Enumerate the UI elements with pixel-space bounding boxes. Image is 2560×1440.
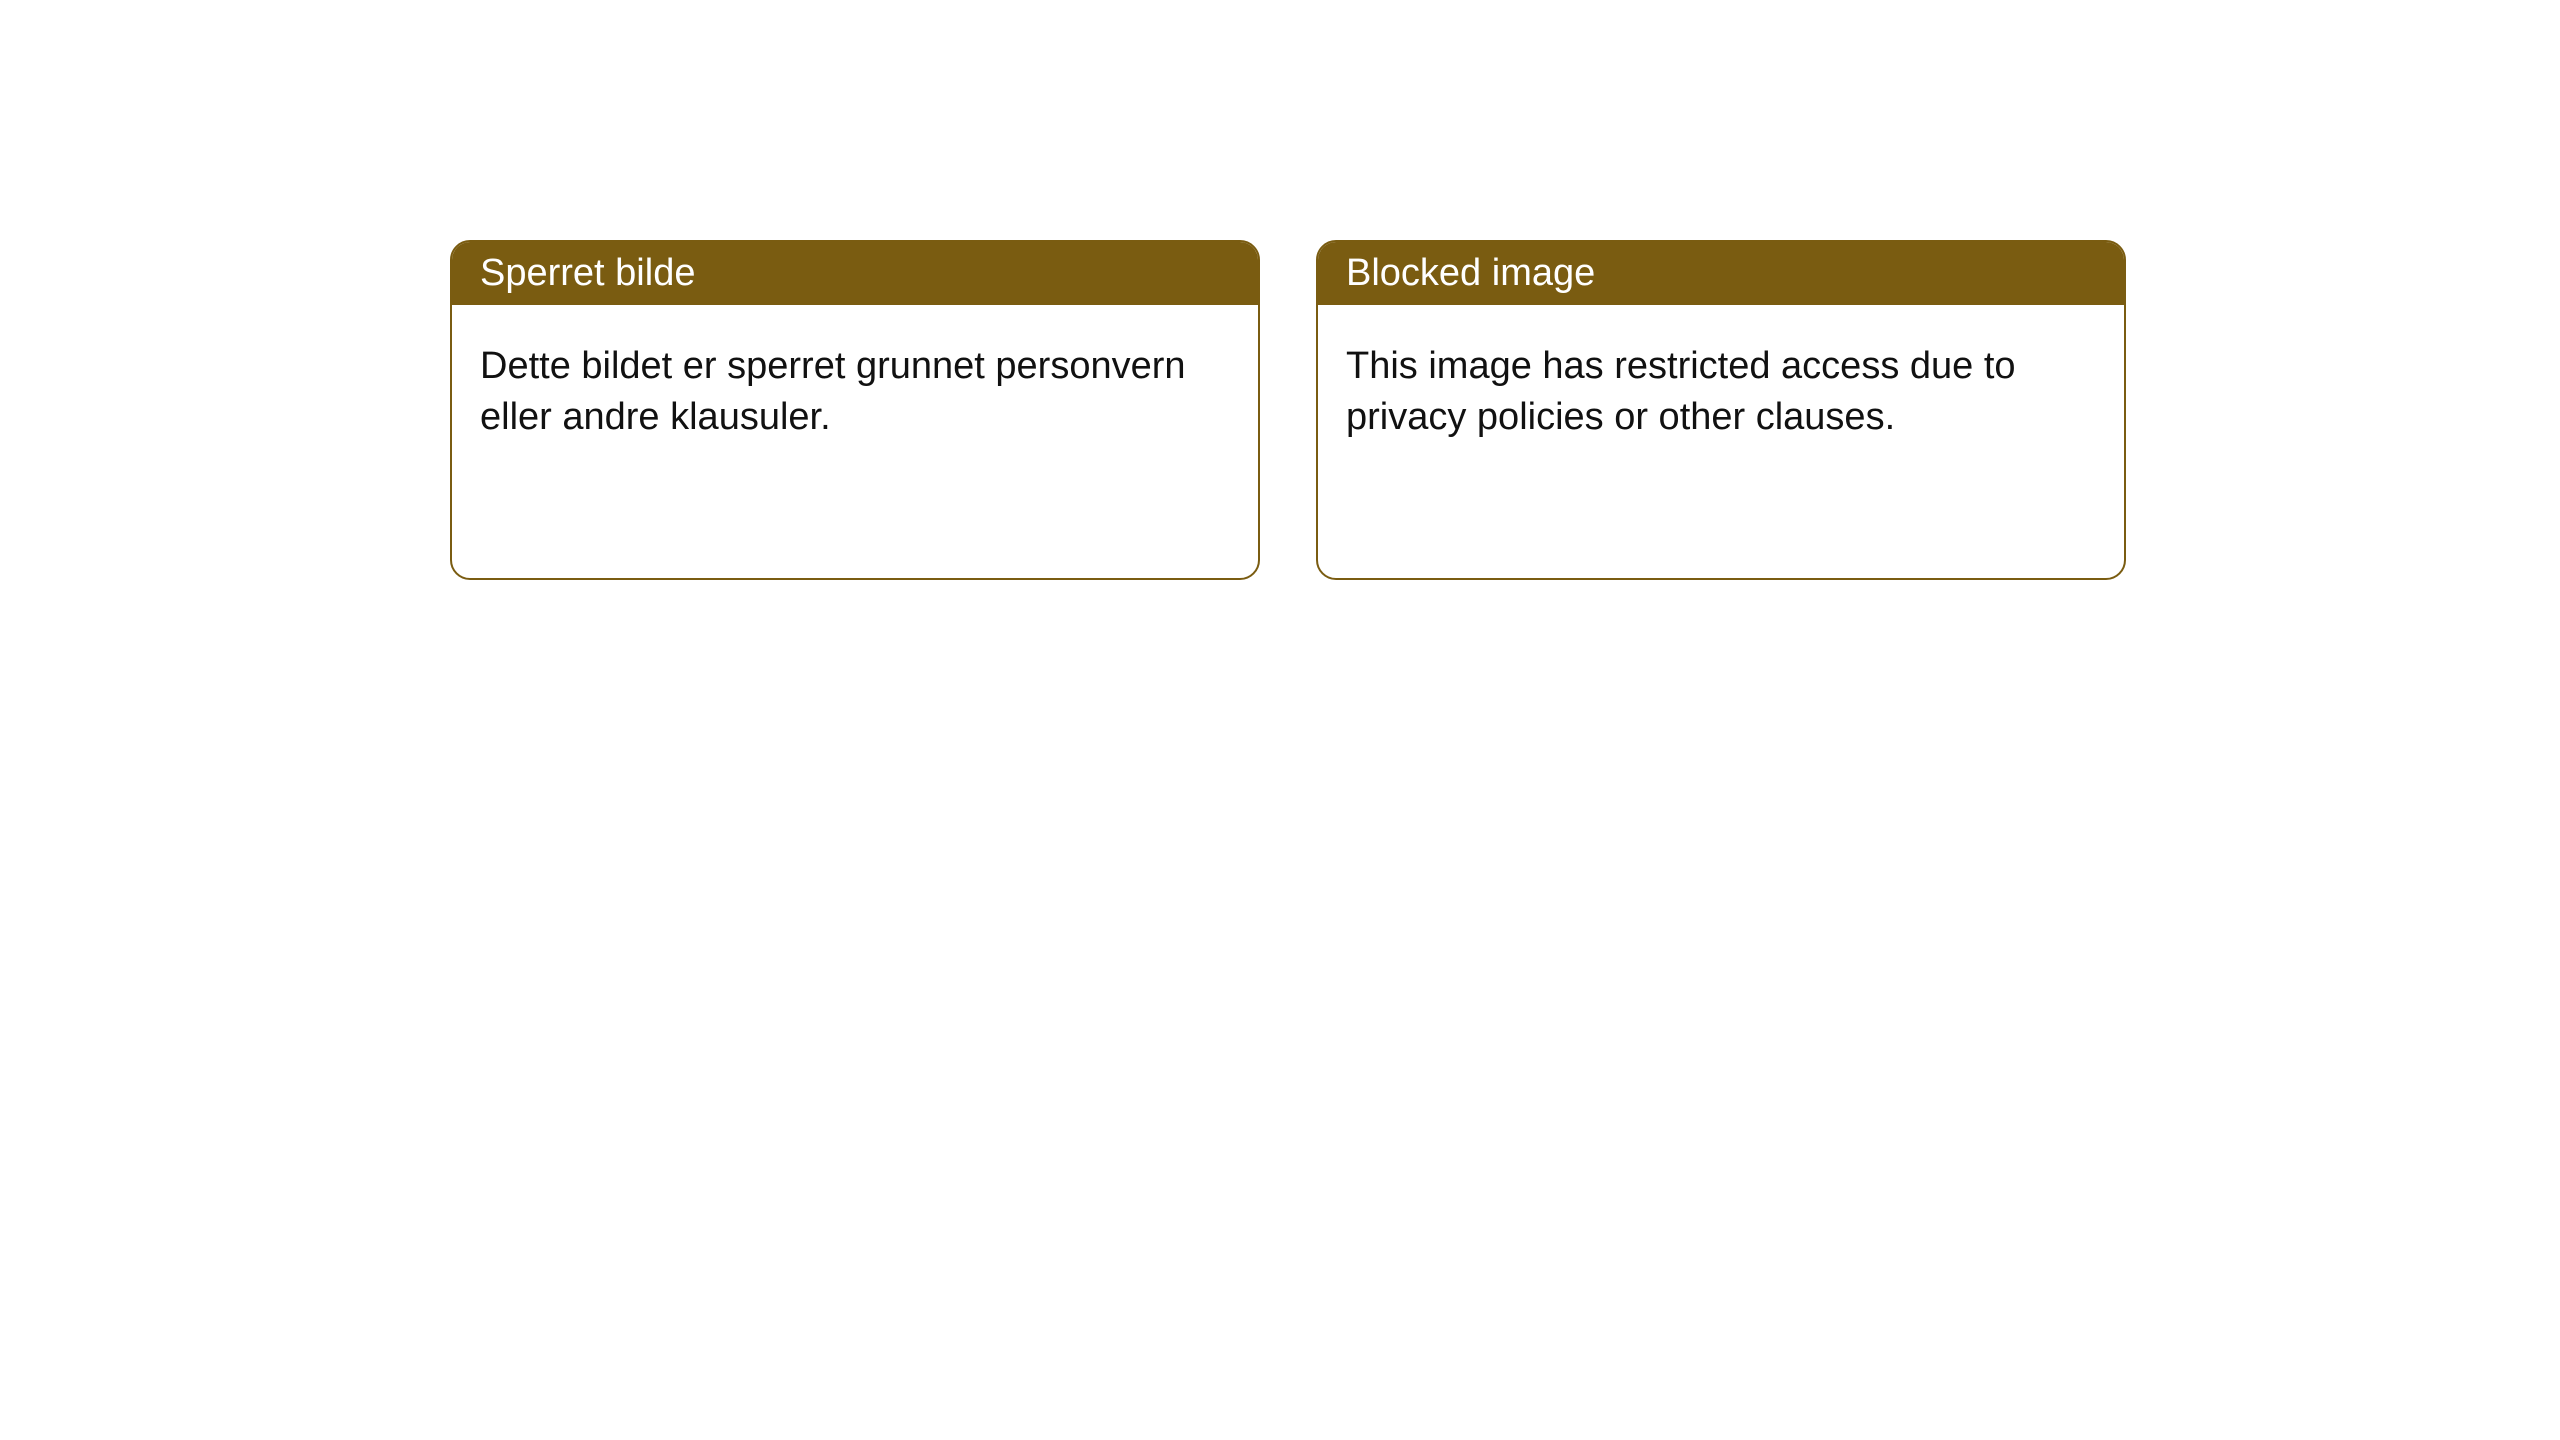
blocked-image-panel-norwegian: Sperret bilde Dette bildet er sperret gr… (450, 240, 1260, 580)
panel-header-right: Blocked image (1318, 242, 2124, 305)
panel-message-left: Dette bildet er sperret grunnet personve… (480, 345, 1186, 438)
panel-title-left: Sperret bilde (480, 252, 695, 294)
message-panels-container: Sperret bilde Dette bildet er sperret gr… (450, 240, 2126, 580)
blocked-image-panel-english: Blocked image This image has restricted … (1316, 240, 2126, 580)
panel-body-left: Dette bildet er sperret grunnet personve… (452, 305, 1258, 480)
panel-header-left: Sperret bilde (452, 242, 1258, 305)
panel-body-right: This image has restricted access due to … (1318, 305, 2124, 480)
panel-message-right: This image has restricted access due to … (1346, 345, 2016, 438)
panel-title-right: Blocked image (1346, 252, 1595, 294)
